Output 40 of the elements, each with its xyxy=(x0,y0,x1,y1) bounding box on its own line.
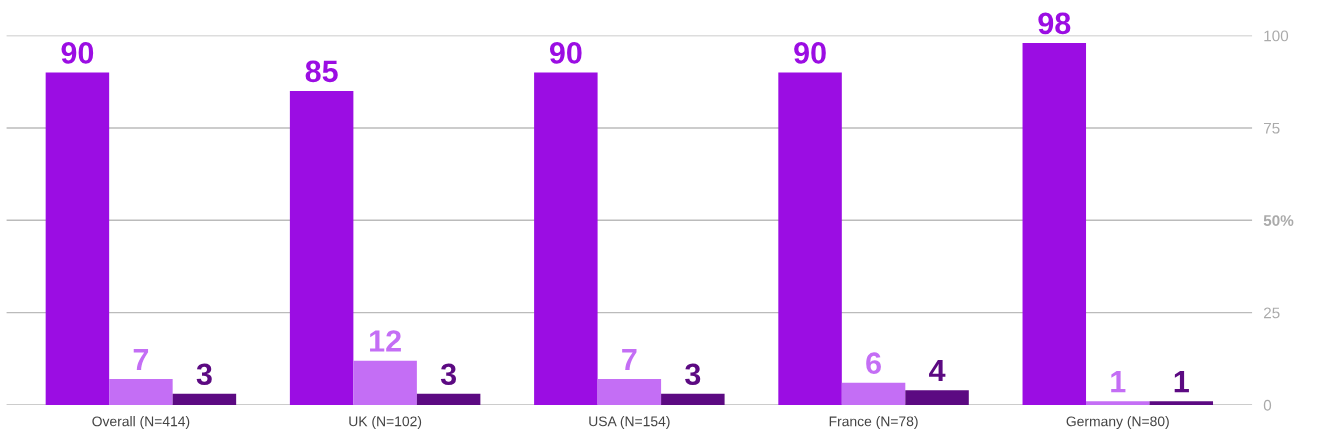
bar xyxy=(289,91,354,405)
data-label: 3 xyxy=(440,363,457,386)
data-label: 6 xyxy=(866,352,881,374)
x-tick-label: USA (N=154) xyxy=(589,416,670,429)
data-label: 90 xyxy=(61,42,94,64)
data-label: 4 xyxy=(929,360,946,382)
data-label: 98 xyxy=(1038,12,1071,35)
y-tick-label: 100 xyxy=(1264,30,1289,42)
data-label: 3 xyxy=(685,363,701,386)
bar xyxy=(416,393,481,405)
x-tick-label: France (N=78) xyxy=(829,416,918,429)
y-tick-label: 25 xyxy=(1263,307,1280,319)
bar xyxy=(1149,401,1214,405)
y-tick-label: 75 xyxy=(1263,122,1280,134)
bar xyxy=(778,72,842,405)
x-tick-label: Germany (N=80) xyxy=(1066,416,1169,430)
data-label: 7 xyxy=(133,348,149,370)
y-tick-label: 50% xyxy=(1263,215,1294,226)
bar xyxy=(172,393,237,405)
data-label: 7 xyxy=(622,348,637,370)
x-tick-label: Overall (N=414) xyxy=(92,416,190,429)
data-label: 85 xyxy=(305,60,338,83)
bar xyxy=(841,382,906,405)
data-label: 3 xyxy=(196,363,212,386)
bar xyxy=(109,379,173,405)
data-label: 1 xyxy=(1111,371,1126,393)
bar xyxy=(534,72,598,405)
bar xyxy=(661,393,725,405)
data-label: 1 xyxy=(1174,371,1189,393)
bar xyxy=(1022,42,1087,405)
bar xyxy=(905,390,969,405)
data-label: 90 xyxy=(549,42,582,64)
bar xyxy=(1086,401,1150,405)
bar xyxy=(45,72,110,405)
bar xyxy=(597,379,662,405)
data-label: 12 xyxy=(370,330,401,352)
data-label: 90 xyxy=(794,42,826,64)
x-tick-label: UK (N=102) xyxy=(349,416,422,429)
bar xyxy=(353,360,417,405)
y-tick-label: 0 xyxy=(1263,399,1272,411)
